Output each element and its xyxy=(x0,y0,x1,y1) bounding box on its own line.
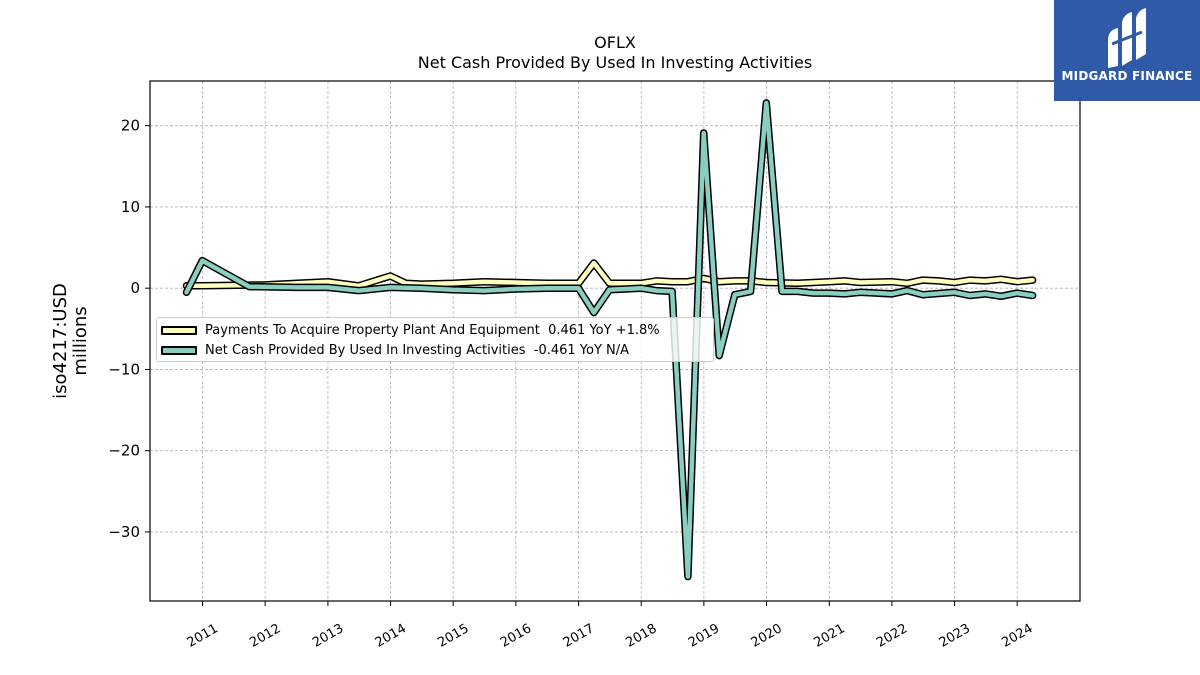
legend-swatch-capex xyxy=(161,325,197,335)
chart-subtitle: Net Cash Provided By Used In Investing A… xyxy=(418,53,812,72)
y-tick-label: −30 xyxy=(108,523,140,541)
y-axis-label-line2: millions xyxy=(70,306,91,375)
legend: Payments To Acquire Property Plant And E… xyxy=(156,317,714,362)
y-tick-label: 20 xyxy=(121,117,140,135)
y-axis-label-line1: iso4217:USD xyxy=(50,283,71,399)
brand-name: MIDGARD FINANCE xyxy=(1061,69,1193,83)
y-tick-label: −10 xyxy=(108,360,140,378)
legend-label-investing: Net Cash Provided By Used In Investing A… xyxy=(205,342,630,358)
x-tick-label: 2015 xyxy=(435,621,471,651)
x-tick-label: 2022 xyxy=(874,621,910,651)
x-tick-label: 2017 xyxy=(561,621,597,651)
midgard-logo-icon xyxy=(1108,8,1146,68)
x-tick-label: 2023 xyxy=(937,621,973,651)
x-tick-label: 2020 xyxy=(749,621,785,651)
x-tick-label: 2011 xyxy=(185,621,221,651)
y-axis: 20 10 0 −10 −20 −30 xyxy=(108,117,150,541)
plot-frame xyxy=(149,80,1081,602)
legend-label-capex: Payments To Acquire Property Plant And E… xyxy=(205,322,660,338)
y-tick-label: 0 xyxy=(130,279,140,297)
x-tick-label: 2016 xyxy=(498,621,534,651)
x-tick-label: 2024 xyxy=(999,621,1035,651)
chart-title: OFLX xyxy=(594,33,636,52)
x-tick-label: 2012 xyxy=(247,621,283,651)
y-tick-label: −20 xyxy=(108,442,140,460)
legend-swatch-investing xyxy=(161,345,197,355)
series-line-capex xyxy=(184,260,1035,289)
x-tick-label: 2018 xyxy=(623,621,659,651)
legend-item-investing: Net Cash Provided By Used In Investing A… xyxy=(161,341,629,359)
x-tick-label: 2019 xyxy=(686,621,722,651)
brand-logo: MIDGARD FINANCE xyxy=(1054,0,1200,101)
series-line-investing xyxy=(184,100,1035,579)
x-tick-label: 2013 xyxy=(310,621,346,651)
series-layer xyxy=(182,99,1037,581)
x-tick-label: 2014 xyxy=(373,621,409,651)
legend-item-capex: Payments To Acquire Property Plant And E… xyxy=(161,321,660,339)
x-tick-label: 2021 xyxy=(811,621,847,651)
y-tick-label: 10 xyxy=(121,198,140,216)
x-axis: 2011 2012 2013 2014 2015 2016 2017 2018 2019 2020… xyxy=(185,601,1036,651)
